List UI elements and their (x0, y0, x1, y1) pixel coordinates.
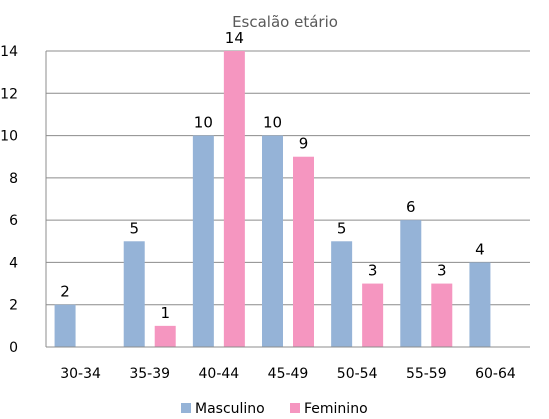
bars (54, 51, 491, 347)
y-axis-ticks: 0 2 4 6 8 10 12 14 (0, 44, 18, 356)
x-tick-label: 40-44 (199, 366, 240, 382)
y-tick-label: 0 (9, 340, 18, 356)
y-tick-label: 14 (0, 44, 18, 60)
data-label: 4 (475, 240, 485, 258)
bar-feminino-35-39 (154, 325, 176, 347)
y-tick-label: 6 (9, 213, 18, 229)
data-label: 14 (225, 29, 244, 47)
data-label: 1 (160, 304, 170, 322)
bar-masculino-45-49 (262, 135, 283, 347)
y-tick-label: 8 (9, 171, 18, 187)
bar-feminino-55-59 (431, 283, 453, 347)
data-label: 3 (437, 262, 447, 280)
legend-label: Masculino (195, 401, 265, 417)
x-tick-label: 45-49 (268, 366, 309, 382)
y-tick-label: 12 (0, 86, 18, 102)
x-tick-label: 55-59 (406, 366, 447, 382)
x-tick-label: 50-54 (337, 366, 378, 382)
bar-masculino-50-54 (331, 241, 353, 347)
gridlines (45, 50, 530, 348)
bar-feminino-50-54 (362, 283, 384, 347)
data-label: 10 (263, 114, 282, 132)
legend-label: Feminino (304, 401, 368, 417)
x-tick-label: 30-34 (60, 366, 101, 382)
data-label: 2 (60, 283, 70, 301)
data-label: 5 (337, 219, 347, 237)
chart-title: Escalão etário (232, 13, 338, 31)
data-label: 10 (194, 114, 213, 132)
data-labels: 2 5 1 10 14 10 9 5 3 6 3 4 (60, 29, 484, 322)
bar-masculino-55-59 (400, 220, 422, 347)
y-tick-label: 2 (9, 298, 18, 314)
bar-masculino-60-64 (469, 262, 491, 347)
y-tick-label: 4 (9, 255, 18, 271)
legend-swatch (181, 403, 191, 413)
data-label: 6 (406, 198, 416, 216)
bar-masculino-40-44 (192, 135, 214, 347)
bar-feminino-40-44 (223, 51, 245, 347)
legend-swatch (290, 403, 300, 413)
y-tick-label: 10 (0, 129, 18, 145)
x-tick-label: 35-39 (129, 366, 170, 382)
bar-masculino-30-34 (54, 304, 76, 347)
data-label: 3 (368, 262, 378, 280)
data-label: 5 (129, 219, 139, 237)
x-tick-label: 60-64 (475, 366, 516, 382)
x-axis-ticks: 30-34 35-39 40-44 45-49 50-54 55-59 60-64 (60, 366, 516, 382)
bar-feminino-45-49 (293, 156, 314, 347)
bar-masculino-35-39 (123, 241, 145, 347)
data-label: 9 (299, 135, 309, 153)
legend: Masculino Feminino (181, 401, 368, 417)
